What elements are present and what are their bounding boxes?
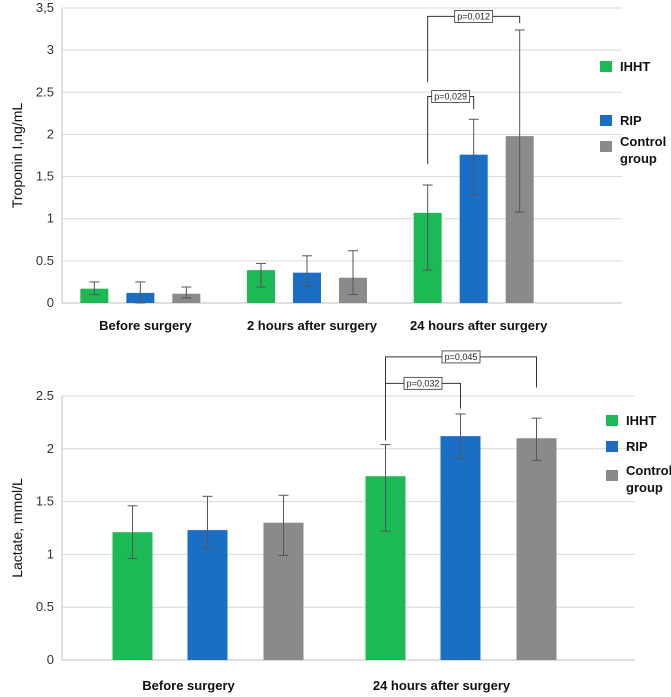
p-value-box <box>441 350 481 364</box>
y-tick-label: 0 <box>47 652 54 667</box>
y-tick-label: 3 <box>47 42 54 57</box>
bar-rip <box>187 530 228 660</box>
p-value-label: p=0,029 <box>434 92 467 102</box>
legend-label: Control group <box>626 463 671 495</box>
p-value-box <box>454 10 494 23</box>
legend-swatch-rip <box>606 441 618 452</box>
category-label: Before surgery <box>142 678 235 693</box>
y-axis-label: Lactate, mmol/L <box>9 478 25 578</box>
legend-swatch-control <box>606 470 618 481</box>
legend-swatch-rip <box>600 115 612 126</box>
significance-bracket <box>427 96 475 164</box>
chart-panel-2: 0 0.5 1 1.5 2 2.5 Lactate, mmol/L Before surger… <box>9 350 671 693</box>
p-value-label: p=0,012 <box>457 11 490 21</box>
y-tick-label: 0.5 <box>36 253 54 268</box>
category-label: 24 hours after surgery <box>373 678 511 693</box>
p-value-box <box>403 376 443 390</box>
bar-control <box>516 438 557 660</box>
y-tick-label: 1 <box>47 546 54 561</box>
category-label: 2 hours after surgery <box>247 318 378 333</box>
significance-bracket <box>385 382 461 441</box>
y-tick-label: 1 <box>47 211 54 226</box>
y-tick-label: 0 <box>47 295 54 310</box>
p-value-label: p=0,032 <box>407 378 440 388</box>
significance-bracket <box>427 15 521 83</box>
y-tick-label: 0.5 <box>36 599 54 614</box>
legend-label: RIP <box>626 439 648 454</box>
legend-swatch-ihht <box>600 61 612 72</box>
y-tick-label: 1.5 <box>36 169 54 184</box>
category-label: Before surgery <box>99 318 192 333</box>
legend-label: IHHT <box>626 413 656 428</box>
y-tick-label: 1.5 <box>36 494 54 509</box>
legend-label: RIP <box>620 113 642 128</box>
y-tick-label: 2.5 <box>36 84 54 99</box>
p-value-box <box>431 90 471 103</box>
y-tick-label: 2 <box>47 441 54 456</box>
legend-swatch-ihht <box>606 415 618 426</box>
y-tick-label: 2 <box>47 126 54 141</box>
category-label: 24 hours after surgery <box>410 318 548 333</box>
bar-ihht <box>80 288 109 303</box>
bar-rip <box>440 436 481 660</box>
y-tick-label: 2.5 <box>36 388 54 403</box>
chart-panel-1: 0 0.5 1 1.5 2 2.5 3 3,5 Troponin I,ng/mL Before s… <box>9 0 666 333</box>
legend-swatch-control <box>600 141 612 152</box>
y-axis-label: Troponin I,ng/mL <box>9 103 25 209</box>
legend-label: Control group <box>620 134 666 166</box>
legend-label: IHHT <box>620 59 650 74</box>
y-tick-label: 3,5 <box>36 0 54 15</box>
p-value-label: p=0,045 <box>445 352 478 362</box>
